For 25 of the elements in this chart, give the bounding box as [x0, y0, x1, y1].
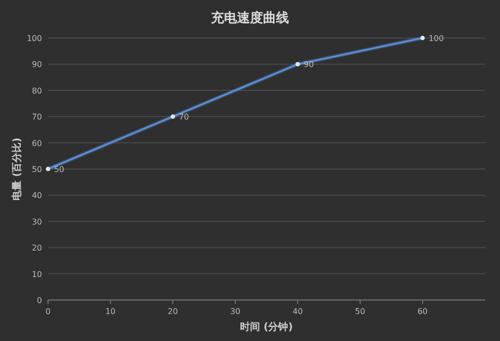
- y-tick-label: 0: [36, 296, 42, 305]
- x-tick-label: 30: [230, 307, 240, 316]
- y-tick-label: 40: [32, 191, 42, 200]
- data-label: 90: [304, 60, 314, 70]
- chart-title: 充电速度曲线: [210, 10, 289, 26]
- x-tick-label: 10: [105, 307, 116, 316]
- y-tick-label: 20: [32, 244, 42, 253]
- data-label: 50: [54, 165, 64, 174]
- x-tick-label: 40: [292, 307, 303, 316]
- y-tick-label: 10: [32, 270, 42, 279]
- y-tick-label: 100: [26, 34, 42, 43]
- data-label: 100: [428, 34, 444, 43]
- y-tick-label: 50: [32, 165, 42, 174]
- x-tick-label: 20: [168, 307, 178, 316]
- y-tick-label: 90: [32, 60, 42, 70]
- y-axis-title: 电量 (百分比): [11, 138, 23, 200]
- y-tick-label: 80: [32, 86, 42, 96]
- y-tick-label: 70: [32, 112, 42, 122]
- y-tick-label: 30: [32, 217, 42, 226]
- x-axis-title: 时间 (分钟): [240, 321, 293, 333]
- data-label: 70: [178, 112, 190, 122]
- y-tick-label: 60: [32, 138, 42, 148]
- x-tick-label: 0: [45, 307, 51, 316]
- x-tick-label: 60: [417, 307, 428, 316]
- x-tick-label: 50: [355, 307, 366, 316]
